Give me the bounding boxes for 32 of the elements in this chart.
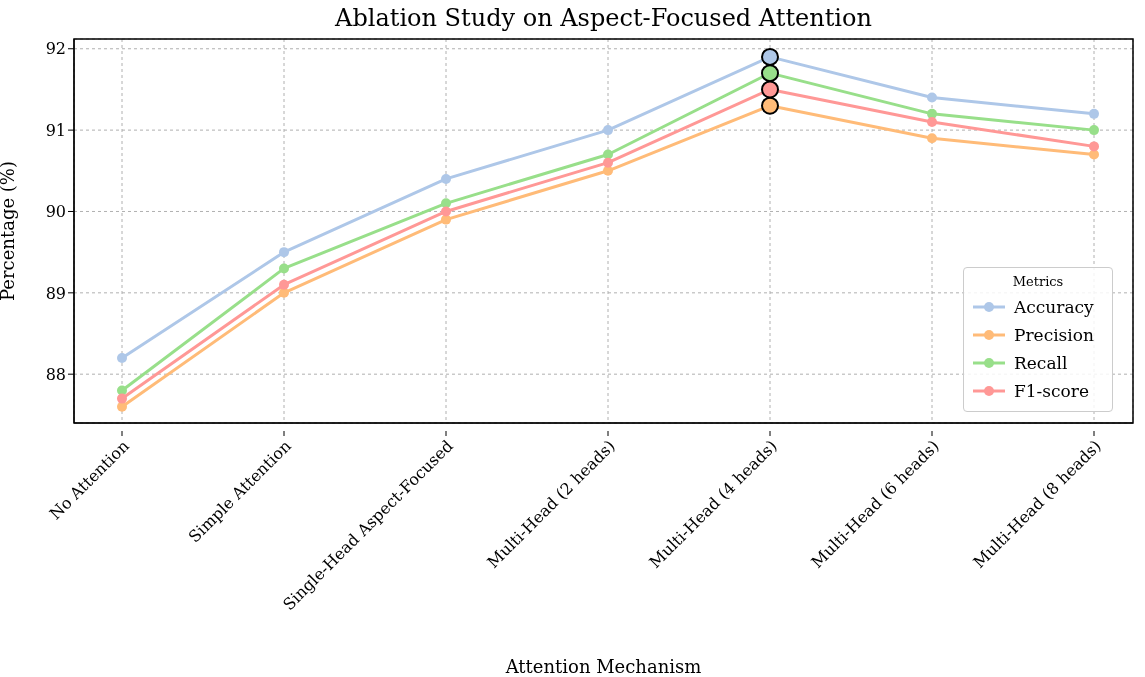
legend-label: Recall (1014, 352, 1068, 375)
point (1089, 141, 1099, 152)
point (441, 173, 451, 184)
point (279, 263, 289, 274)
legend-label: Accuracy (1014, 296, 1094, 319)
point (1089, 149, 1099, 160)
point (117, 393, 127, 404)
point (117, 352, 127, 363)
point (927, 133, 937, 144)
point (927, 92, 937, 103)
point (603, 157, 613, 168)
point (279, 247, 289, 258)
point (117, 385, 127, 396)
point (927, 116, 937, 127)
point (441, 206, 451, 217)
legend-label: F1-score (1014, 380, 1090, 403)
y-axis-title: Percentage (%) (0, 161, 19, 301)
chart-title: Ablation Study on Aspect-Focused Attention (334, 4, 873, 32)
x-axis-title: Attention Mechanism (504, 656, 702, 677)
point (279, 279, 289, 290)
legend-title: Metrics (1011, 274, 1065, 289)
y-tick-label: 88 (45, 364, 66, 384)
point (441, 198, 451, 209)
point (1089, 108, 1099, 119)
y-tick-label: 92 (45, 39, 66, 59)
point (603, 125, 613, 136)
y-tick-label: 90 (45, 202, 66, 222)
legend-label: Precision (1014, 324, 1094, 347)
y-tick-label: 91 (45, 120, 66, 140)
point (1089, 125, 1099, 136)
y-tick-label: 89 (45, 283, 66, 303)
point (441, 214, 451, 225)
